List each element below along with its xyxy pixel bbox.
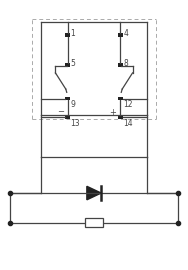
Bar (65, 116, 70, 119)
Text: 8: 8 (123, 59, 128, 68)
Text: +: + (109, 107, 116, 117)
Bar (85, 218, 103, 227)
Text: 13: 13 (70, 119, 80, 128)
Bar (65, 63, 70, 66)
Text: −: − (57, 107, 64, 117)
Bar (118, 33, 123, 37)
Text: 14: 14 (123, 119, 133, 128)
Bar (118, 116, 123, 119)
Text: 4: 4 (123, 29, 128, 38)
Text: 9: 9 (70, 100, 75, 109)
Polygon shape (87, 186, 101, 200)
Text: 1: 1 (70, 29, 75, 38)
Bar (118, 97, 123, 100)
Bar (65, 97, 70, 100)
Bar (65, 33, 70, 37)
Text: 12: 12 (123, 100, 133, 109)
Bar (118, 63, 123, 66)
Text: 5: 5 (70, 59, 75, 68)
